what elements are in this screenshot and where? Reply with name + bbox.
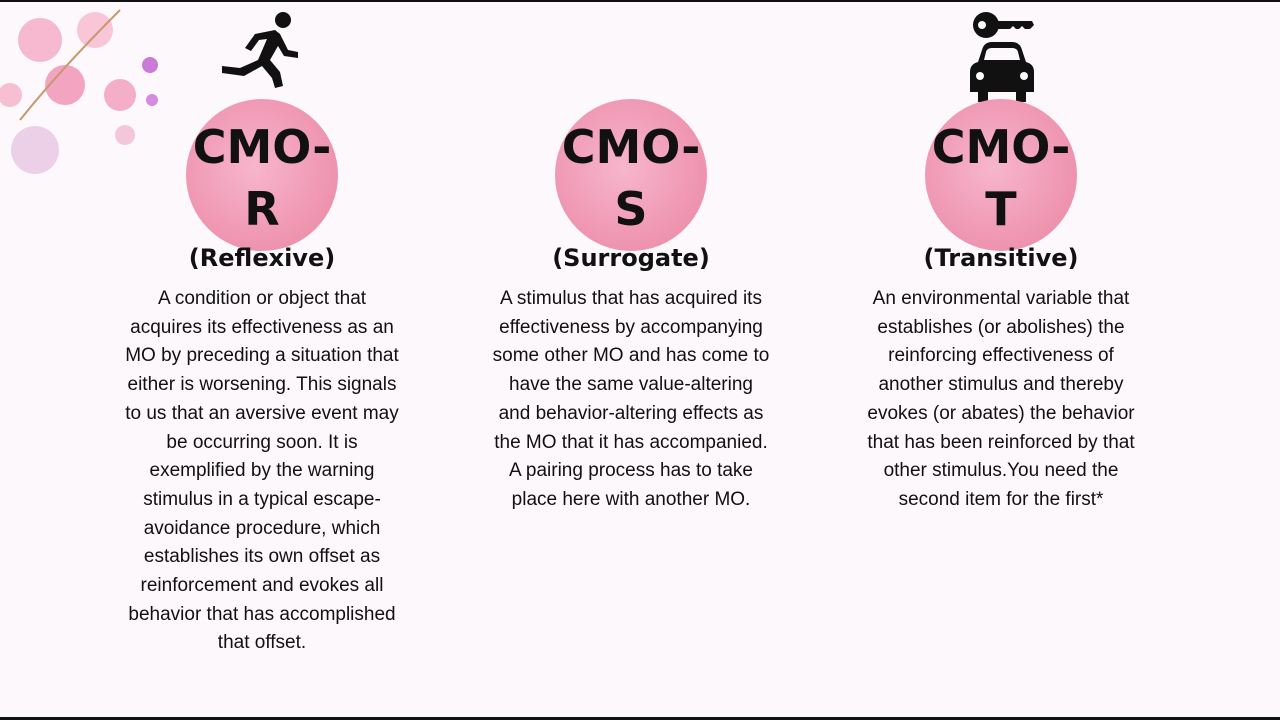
column-description: A stimulus that has acquired its effecti… — [492, 288, 770, 510]
key-car-icon — [970, 12, 1034, 102]
flower-decoration — [0, 9, 158, 174]
column-subtitle: (Surrogate) — [552, 244, 710, 272]
column-title: CMO-S — [561, 120, 701, 236]
column-description: An environmental variable that establish… — [867, 288, 1135, 510]
column-description: A condition or object that acquires its … — [125, 288, 399, 654]
column-subtitle: (Reflexive) — [188, 244, 336, 272]
pink-circle — [925, 99, 1077, 251]
pink-circle — [186, 99, 338, 251]
column-subtitle: (Transitive) — [923, 244, 1079, 272]
pink-circle — [555, 99, 707, 251]
column-title: CMO-T — [931, 120, 1071, 236]
runner-icon — [222, 12, 298, 88]
column-title: CMO-R — [192, 120, 332, 236]
